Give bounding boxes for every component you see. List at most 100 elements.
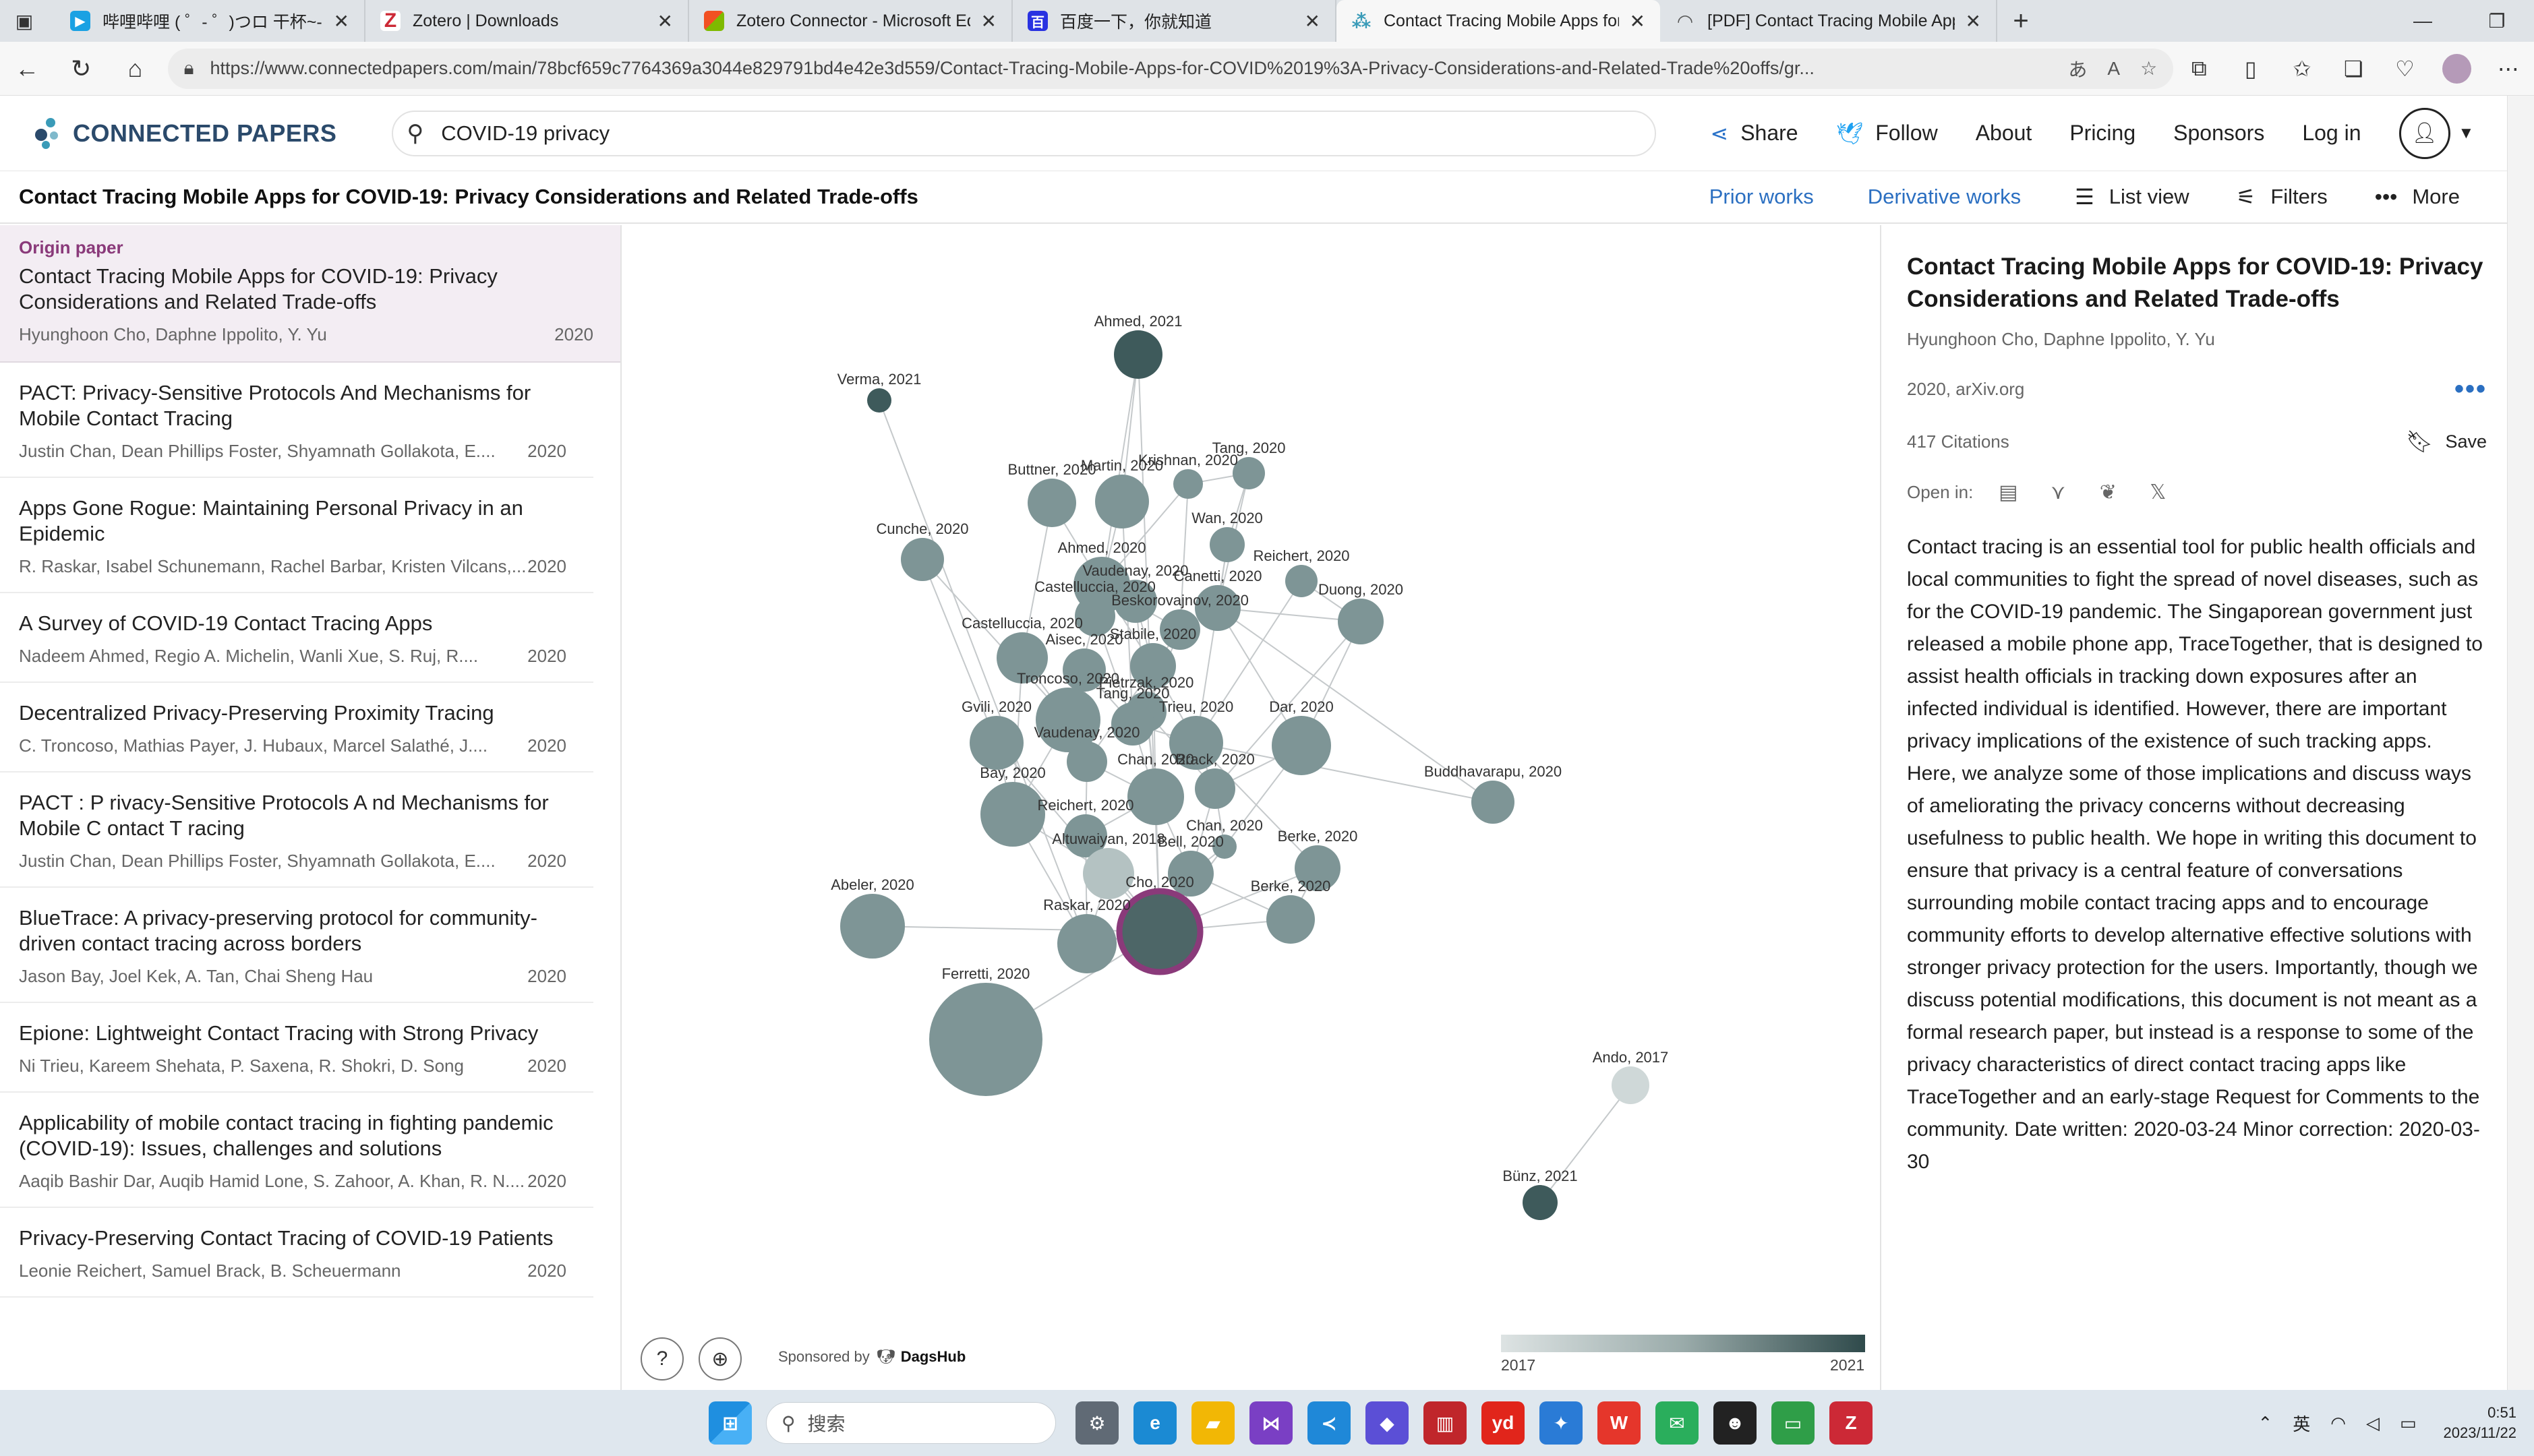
sponsors-link[interactable]: Sponsors xyxy=(2173,121,2264,146)
citation-graph[interactable]: Ahmed, 2021 Verma, 2021 Tang, 2020 Krishnan… xyxy=(623,225,1879,1390)
home-icon[interactable]: ⌂ xyxy=(127,54,143,82)
paper-node[interactable] xyxy=(1057,914,1117,973)
search-bar[interactable]: ⚲ xyxy=(392,110,1657,156)
paper-list-item[interactable]: Epione: Lightweight Contact Tracing with… xyxy=(0,1003,593,1093)
wps-office-icon[interactable]: W xyxy=(1597,1401,1641,1445)
back-icon[interactable]: ← xyxy=(15,54,40,82)
close-icon[interactable]: ✕ xyxy=(1304,10,1320,32)
restore-icon[interactable]: ❐ xyxy=(2488,10,2506,32)
more-button[interactable]: ••• More xyxy=(2375,185,2460,210)
login-link[interactable]: Log in xyxy=(2302,121,2361,146)
screen-app-icon[interactable]: ▭ xyxy=(1771,1401,1815,1445)
tab-zotero-downloads[interactable]: Z Zotero | Downloads ✕ xyxy=(365,0,689,42)
tab-connected-papers[interactable]: ⁂ Contact Tracing Mobile Apps for COVID-… xyxy=(1336,0,1660,42)
paper-node[interactable] xyxy=(1195,585,1241,631)
wifi-icon[interactable]: ◠ xyxy=(2330,1412,2346,1433)
wechat-icon[interactable]: ✉ xyxy=(1655,1401,1699,1445)
browser-menu-icon[interactable]: ⋯ xyxy=(2497,56,2519,81)
volume-icon[interactable]: ◁ xyxy=(2365,1412,2380,1433)
file-explorer-icon[interactable]: ▰ xyxy=(1191,1401,1235,1445)
paper-node[interactable] xyxy=(1036,688,1100,752)
paper-list-item[interactable]: Applicability of mobile contact tracing … xyxy=(0,1093,593,1208)
ime-indicator[interactable]: 英 xyxy=(2293,1414,2311,1434)
semantic-scholar-icon[interactable]: ⋎ xyxy=(2051,481,2066,504)
edge-browser-icon[interactable]: e xyxy=(1133,1401,1177,1445)
paper-node[interactable] xyxy=(1168,851,1214,897)
chevron-up-icon[interactable]: ⌃ xyxy=(2258,1412,2273,1433)
paper-node[interactable] xyxy=(980,782,1045,847)
paper-list-item[interactable]: PACT: Privacy-Sensitive Protocols And Me… xyxy=(0,363,593,478)
paper-node[interactable] xyxy=(1212,835,1237,859)
paper-node[interactable] xyxy=(1523,1185,1558,1220)
paper-node[interactable] xyxy=(1210,527,1245,562)
pdf-icon[interactable]: ▤ xyxy=(1999,481,2018,504)
close-icon[interactable]: ✕ xyxy=(657,10,673,32)
tab-zotero-connector[interactable]: Zotero Connector - Microsoft Edge Add-on… xyxy=(689,0,1013,42)
tab-baidu[interactable]: 百 百度一下，你就知道 ✕ xyxy=(1013,0,1336,42)
reader-app-icon[interactable]: ▥ xyxy=(1423,1401,1467,1445)
minimize-icon[interactable]: — xyxy=(2413,10,2432,31)
split-screen-icon[interactable]: ▯ xyxy=(2244,56,2257,81)
app-icon[interactable]: ◆ xyxy=(1365,1401,1409,1445)
paper-node[interactable] xyxy=(1160,609,1200,650)
paper-node[interactable] xyxy=(840,894,905,959)
save-button[interactable]: 🔖︎ Save xyxy=(2406,429,2487,454)
refresh-icon[interactable]: ↻ xyxy=(71,54,92,82)
paper-node[interactable] xyxy=(1130,643,1176,689)
youdao-dictionary-icon[interactable]: yd xyxy=(1481,1401,1525,1445)
start-menu-icon[interactable]: ⊞ xyxy=(709,1401,752,1445)
paper-node[interactable] xyxy=(1169,716,1223,770)
more-options-icon[interactable]: ••• xyxy=(2454,374,2487,404)
about-link[interactable]: About xyxy=(1976,121,2032,146)
detail-title[interactable]: Contact Tracing Mobile Apps for COVID-19… xyxy=(1907,253,2483,312)
collections-icon[interactable]: ❏ xyxy=(2343,56,2363,81)
close-icon[interactable]: ✕ xyxy=(1629,10,1645,32)
paper-node[interactable] xyxy=(867,388,891,413)
visual-studio-icon[interactable]: ⋈ xyxy=(1249,1401,1293,1445)
paper-node[interactable] xyxy=(1266,895,1315,944)
paper-node[interactable] xyxy=(997,632,1048,684)
settings-icon[interactable]: ⚙ xyxy=(1076,1401,1119,1445)
tab-bilibili[interactable]: ▶ 哔哩哔哩 ( ゜- ゜)つロ 干杯~-bilibili ✕ xyxy=(55,0,365,42)
paper-list-item[interactable]: A Survey of COVID-19 Contact Tracing App… xyxy=(0,593,593,683)
clock[interactable]: 0:51 2023/11/22 xyxy=(2444,1403,2516,1443)
google-scholar-icon[interactable]: ❦ xyxy=(2099,481,2117,504)
pricing-link[interactable]: Pricing xyxy=(2069,121,2135,146)
paper-node[interactable] xyxy=(1075,596,1115,636)
paper-list-item[interactable]: Apps Gone Rogue: Maintaining Personal Pr… xyxy=(0,478,593,593)
sponsor-note[interactable]: Sponsored by 🐶︎ DagsHub xyxy=(778,1348,966,1366)
filters-button[interactable]: ⚟ Filters xyxy=(2237,184,2328,210)
paper-node[interactable] xyxy=(1083,848,1134,899)
performance-icon[interactable]: ♡ xyxy=(2395,56,2415,81)
paper-node[interactable] xyxy=(1285,565,1318,597)
share-button[interactable]: ⋖ Share xyxy=(1710,121,1798,146)
paper-node[interactable] xyxy=(1295,845,1340,891)
search-input[interactable] xyxy=(441,121,1642,146)
chevron-down-icon[interactable]: ▼ xyxy=(2458,123,2475,142)
recenter-icon[interactable]: ⊕ xyxy=(699,1337,742,1381)
paper-node[interactable] xyxy=(1028,479,1076,527)
origin-node[interactable] xyxy=(1116,888,1204,975)
paper-node[interactable] xyxy=(1195,768,1235,809)
paper-node[interactable] xyxy=(1612,1066,1649,1104)
derivative-works-link[interactable]: Derivative works xyxy=(1867,185,2022,208)
tab-actions-icon[interactable]: ▣ xyxy=(15,10,34,32)
help-button[interactable]: ? xyxy=(641,1337,684,1381)
paper-node[interactable] xyxy=(1095,475,1149,528)
translate-icon[interactable]: あ xyxy=(2068,59,2088,80)
favorites-icon[interactable]: ✩ xyxy=(2293,56,2311,81)
paper-node[interactable] xyxy=(1063,648,1106,692)
extensions-icon[interactable]: ⧉ xyxy=(2191,55,2207,80)
network-tool-icon[interactable]: ✦ xyxy=(1539,1401,1583,1445)
taskbar-search[interactable]: ⚲ 搜索 xyxy=(766,1402,1056,1444)
list-view-button[interactable]: ☰ List view xyxy=(2075,184,2189,210)
prior-works-link[interactable]: Prior works xyxy=(1709,185,1814,208)
paper-list-item[interactable]: PACT : P rivacy-Sensitive Protocols A nd… xyxy=(0,772,593,888)
new-tab-icon[interactable]: + xyxy=(2013,5,2029,36)
paper-node[interactable] xyxy=(929,983,1042,1096)
paper-node[interactable] xyxy=(1272,716,1331,775)
site-logo[interactable]: CONNECTED PAPERS xyxy=(34,117,336,150)
paper-node[interactable] xyxy=(1173,469,1203,499)
paper-list-item[interactable]: BlueTrace: A privacy-preserving protocol… xyxy=(0,888,593,1003)
